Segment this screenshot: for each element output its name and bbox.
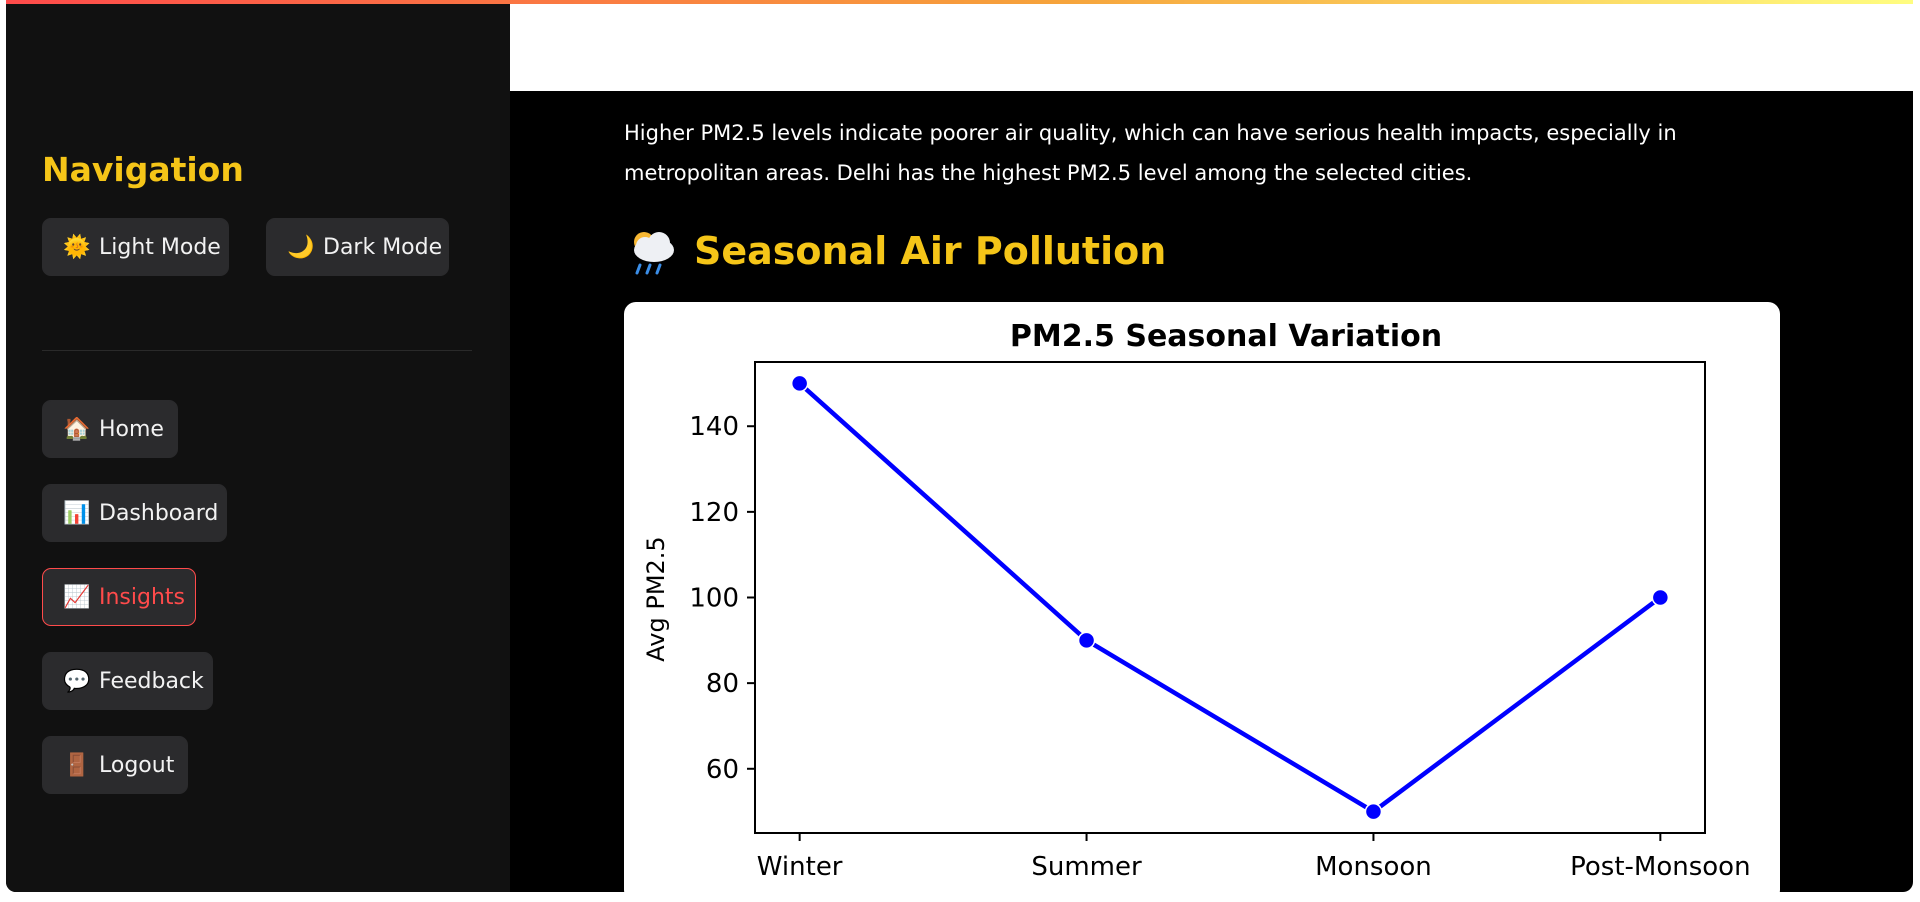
nav-logout-label: Logout xyxy=(99,752,175,778)
sidebar-title: Navigation xyxy=(42,150,244,189)
chart-title: PM2.5 Seasonal Variation xyxy=(1010,319,1442,354)
plot-frame xyxy=(754,361,1706,834)
chart-y-axis-label: Avg PM2.5 xyxy=(642,536,670,661)
trending-up-icon: 📈 xyxy=(63,584,91,610)
data-point xyxy=(1077,631,1096,650)
data-point xyxy=(790,374,809,393)
pm25-line-chart: PM2.5 Seasonal Variation Avg PM2.5 60 80 1… xyxy=(642,319,1751,882)
nav-feedback-label: Feedback xyxy=(99,668,204,694)
nav-feedback-button[interactable]: 💬 Feedback xyxy=(42,652,213,710)
chart-card: PM2.5 Seasonal Variation Avg PM2.5 60 80 1… xyxy=(624,302,1780,902)
door-icon: 🚪 xyxy=(63,752,91,778)
series-line xyxy=(798,381,1662,814)
nav-insights-button[interactable]: 📈 Insights xyxy=(42,568,196,626)
x-tick-label: Winter xyxy=(757,852,843,882)
light-mode-button[interactable]: 🌞 Light Mode xyxy=(42,218,229,276)
nav-dashboard-button[interactable]: 📊 Dashboard xyxy=(42,484,227,542)
sidebar: Navigation 🌞 Light Mode 🌙 Dark Mode 🏠 Ho… xyxy=(6,0,510,892)
intro-paragraph: Higher PM2.5 levels indicate poorer air … xyxy=(624,121,1677,185)
sun-icon: 🌞 xyxy=(63,234,91,260)
nav-home-label: Home xyxy=(99,416,164,442)
sidebar-divider xyxy=(42,350,472,351)
y-tick-label: 140 xyxy=(689,412,739,442)
top-decoration-bar xyxy=(6,0,1913,4)
x-tick-label: Monsoon xyxy=(1315,852,1432,882)
bar-chart-icon: 📊 xyxy=(63,500,91,526)
light-mode-label: Light Mode xyxy=(99,234,221,260)
moon-icon: 🌙 xyxy=(287,234,315,260)
section-title: Seasonal Air Pollution xyxy=(694,229,1167,273)
data-point xyxy=(1364,802,1383,821)
dark-mode-button[interactable]: 🌙 Dark Mode xyxy=(266,218,449,276)
y-tick-label: 80 xyxy=(706,669,739,699)
y-axis-ticks: 60 80 100 120 140 xyxy=(689,412,755,785)
y-tick-label: 100 xyxy=(689,584,739,614)
cloud-rain-icon xyxy=(634,232,674,275)
y-tick-label: 60 xyxy=(706,755,739,785)
nav-insights-label: Insights xyxy=(99,584,186,610)
dark-mode-label: Dark Mode xyxy=(323,234,443,260)
section-header: Seasonal Air Pollution xyxy=(626,226,1166,276)
series-points xyxy=(790,374,1670,821)
speech-bubble-icon: 💬 xyxy=(63,668,91,694)
y-tick-label: 120 xyxy=(689,498,739,528)
x-axis-ticks: Winter Summer Monsoon Post-Monsoon xyxy=(757,833,1751,882)
nav-dashboard-label: Dashboard xyxy=(99,500,219,526)
data-point xyxy=(1651,588,1670,607)
main-header-area xyxy=(510,0,1913,91)
x-tick-label: Summer xyxy=(1031,852,1142,882)
nav-home-button[interactable]: 🏠 Home xyxy=(42,400,178,458)
nav-logout-button[interactable]: 🚪 Logout xyxy=(42,736,188,794)
x-tick-label: Post-Monsoon xyxy=(1570,852,1750,882)
house-icon: 🏠 xyxy=(63,416,91,442)
